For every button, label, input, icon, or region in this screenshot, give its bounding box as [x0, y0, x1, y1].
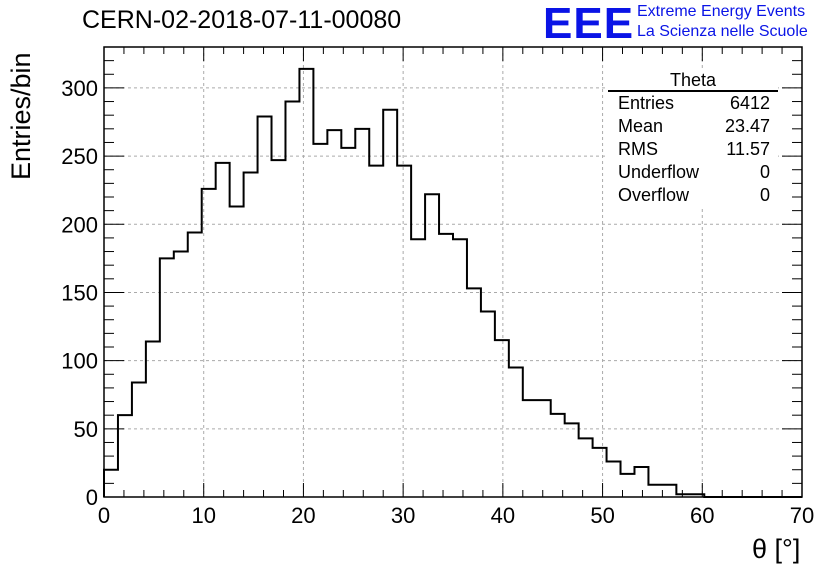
- x-axis-label: θ [°]: [752, 534, 801, 564]
- histogram-bin: [565, 423, 579, 497]
- histogram-bin: [369, 166, 383, 497]
- eee-logo: EEE: [543, 0, 635, 48]
- logo-caption-line1: Extreme Energy Events: [637, 3, 806, 20]
- y-axis-label: Entries/bin: [6, 52, 36, 180]
- histogram-bin: [481, 312, 495, 497]
- run-title: CERN-02-2018-07-11-00080: [82, 6, 402, 34]
- histogram-bin: [551, 414, 565, 497]
- histogram-bin: [244, 172, 258, 497]
- histogram-bin: [509, 367, 523, 497]
- stats-label: RMS: [618, 139, 658, 159]
- histogram-bin: [146, 342, 160, 497]
- histogram-bin: [397, 166, 411, 497]
- histogram-bin: [523, 400, 537, 497]
- stats-value: 6412: [729, 93, 770, 113]
- histogram-bin: [272, 160, 286, 497]
- y-tick-label: 0: [86, 485, 98, 510]
- histogram-bin: [495, 340, 509, 497]
- stats-value: 23.47: [724, 116, 770, 136]
- x-tick-label: 10: [191, 503, 215, 528]
- histogram-bin: [439, 234, 453, 497]
- x-tick-label: 30: [391, 503, 415, 528]
- stats-value: 0: [759, 185, 770, 205]
- stats-row-rms: RMS 11.57: [608, 138, 778, 161]
- x-tick-label: 0: [98, 503, 110, 528]
- histogram-bin: [634, 467, 648, 497]
- histogram-bin: [258, 117, 272, 497]
- histogram-bin: [579, 438, 593, 497]
- x-tick-label: 40: [491, 503, 515, 528]
- stats-label: Overflow: [618, 185, 690, 205]
- stats-row-entries: Entries 6412: [608, 92, 778, 115]
- stats-label: Mean: [618, 116, 664, 136]
- histogram-bin: [160, 258, 174, 497]
- histogram-bin: [453, 239, 467, 497]
- y-tick-label: 200: [61, 212, 98, 237]
- tick-labels: 0 10 20 30 40 50 60 70 0 50 100 150 200 250 300: [61, 76, 814, 528]
- histogram-bin: [607, 462, 621, 497]
- histogram-bin: [425, 194, 439, 497]
- y-tick-label: 300: [61, 76, 98, 101]
- histogram-step-line: [103, 67, 802, 498]
- logo-caption: Extreme Energy Events La Scienza nelle S…: [637, 2, 808, 42]
- x-tick-label: 50: [590, 503, 614, 528]
- axis-ticks: [103, 46, 803, 498]
- y-tick-label: 100: [61, 349, 98, 374]
- x-tick-label: 60: [690, 503, 714, 528]
- histogram-bin: [313, 144, 327, 497]
- histogram-bin: [216, 163, 230, 497]
- stats-title: Theta: [608, 70, 778, 92]
- histogram-bin: [411, 239, 425, 497]
- stats-label: Entries: [618, 93, 675, 113]
- histogram-bin: [383, 110, 397, 497]
- y-tick-label: 150: [61, 280, 98, 305]
- histogram-bin: [537, 400, 551, 497]
- histogram-bin: [648, 485, 662, 497]
- histogram-bin: [230, 207, 244, 497]
- stats-row-underflow: Underflow 0: [608, 161, 778, 184]
- stats-label: Underflow: [618, 162, 700, 182]
- stats-row-mean: Mean 23.47: [608, 115, 778, 138]
- histogram-bin: [132, 382, 146, 497]
- histogram-bin: [327, 130, 341, 497]
- histogram-bin: [355, 129, 369, 497]
- y-tick-label: 50: [74, 417, 98, 442]
- histogram-bin: [467, 288, 481, 497]
- histogram-bin: [202, 189, 216, 497]
- histogram-bin: [593, 448, 607, 497]
- histogram-bin: [188, 232, 202, 497]
- plot-frame: [103, 46, 803, 498]
- histogram-bin: [174, 252, 188, 497]
- x-tick-label: 70: [790, 503, 814, 528]
- histogram-bin: [662, 485, 676, 497]
- histogram-bin: [299, 69, 313, 497]
- x-tick-label: 20: [291, 503, 315, 528]
- stats-value: 0: [759, 162, 770, 182]
- stats-box: Theta Entries 6412 Mean 23.47 RMS 11.57 …: [608, 70, 778, 207]
- histogram-bin: [341, 148, 355, 497]
- stats-row-overflow: Overflow 0: [608, 184, 778, 207]
- logo-caption-line2: La Scienza nelle Scuole: [637, 23, 808, 40]
- histogram-bin: [118, 415, 132, 497]
- histogram-bin: [285, 102, 299, 497]
- y-tick-label: 250: [61, 144, 98, 169]
- stats-value: 11.57: [726, 139, 770, 159]
